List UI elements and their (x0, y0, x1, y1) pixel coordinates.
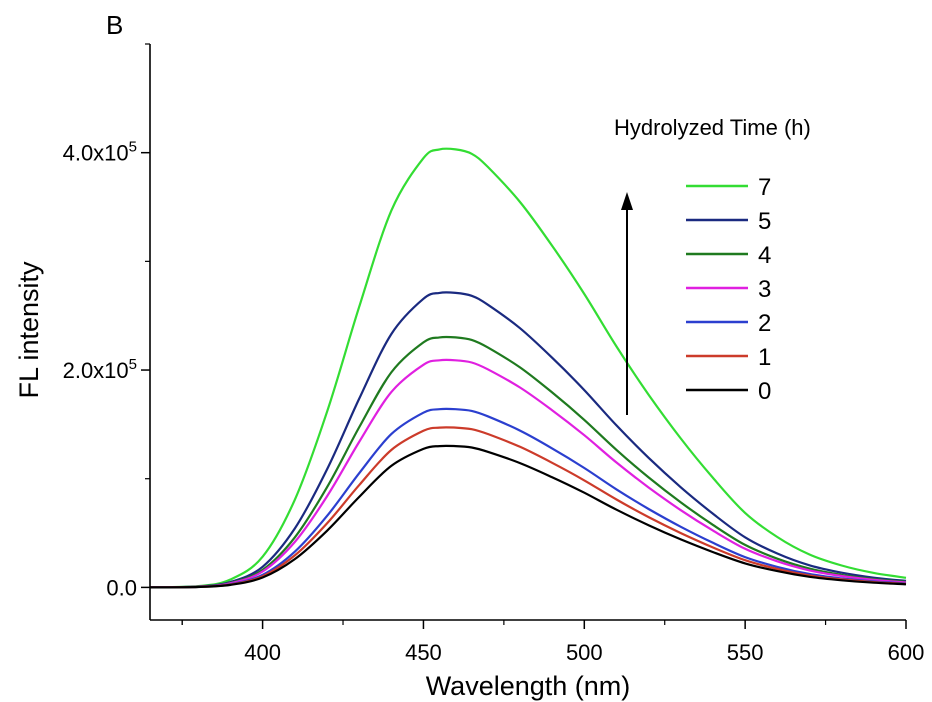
series-line-1 (149, 426, 907, 589)
x-tick-label: 450 (405, 640, 442, 665)
x-tick-label: 550 (727, 640, 764, 665)
x-tick-label: 600 (888, 640, 925, 665)
legend-label-0: 0 (758, 378, 771, 405)
y-axis-ticks: 0.0 2.0x105 4.0x105 (63, 43, 150, 600)
legend-title: Hydrolyzed Time (h) (614, 115, 811, 140)
y-tick-label: 2.0x105 (63, 356, 137, 383)
legend-label-3: 3 (758, 276, 771, 303)
panel-label: B (106, 10, 123, 40)
series-line-7 (149, 147, 907, 589)
y-axis-title: FL intensity (14, 261, 44, 399)
legend-label-5: 5 (758, 208, 771, 235)
x-tick-label: 500 (566, 640, 603, 665)
series-line-4 (149, 335, 907, 589)
series-line-0 (149, 444, 907, 589)
legend-label-2: 2 (758, 310, 771, 337)
series-line-2 (149, 407, 907, 589)
x-tick-label: 400 (244, 640, 281, 665)
y-tick-label: 4.0x105 (63, 139, 137, 166)
legend-label-4: 4 (758, 242, 771, 269)
x-axis-title: Wavelength (nm) (426, 671, 631, 701)
y-tick-label: 0.0 (106, 575, 137, 600)
series-line-3 (149, 358, 907, 589)
legend: 7 5 4 3 2 1 0 (686, 174, 771, 405)
legend-label-1: 1 (758, 344, 771, 371)
series-lines (149, 147, 907, 589)
x-axis-ticks: 400 450 500 550 600 (181, 620, 925, 665)
series-line-5 (149, 291, 907, 589)
increase-arrow (621, 192, 633, 415)
legend-label-7: 7 (758, 174, 771, 201)
